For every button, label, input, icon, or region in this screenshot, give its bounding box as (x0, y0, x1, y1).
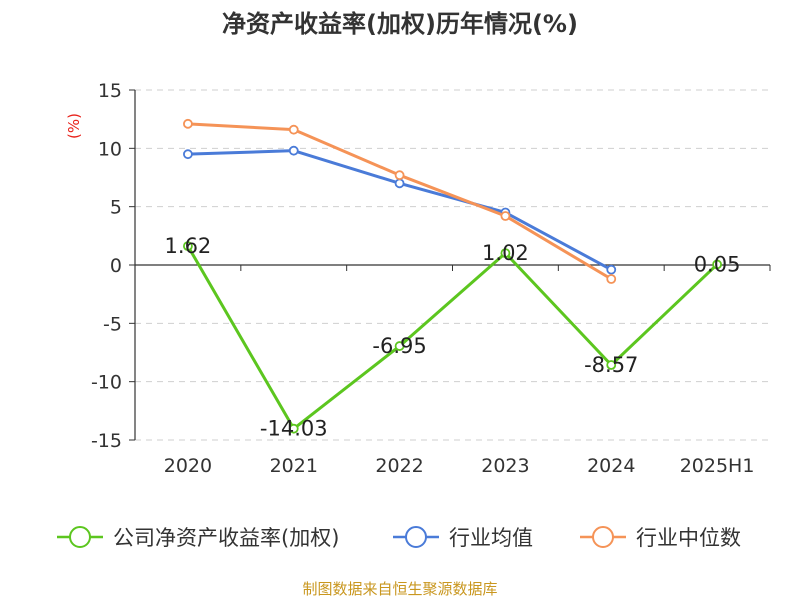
data-label: -14.03 (260, 417, 328, 441)
y-tick-label: 15 (98, 80, 122, 102)
data-point-2 (394, 170, 405, 181)
data-label: -6.95 (372, 334, 426, 358)
data-point-1 (394, 178, 405, 189)
y-tick-label: -10 (91, 372, 122, 394)
series-line-0 (186, 245, 719, 431)
axes (134, 90, 771, 440)
data-point-0 (500, 248, 511, 259)
series-line-2 (187, 122, 613, 281)
x-tick-label: 2021 (270, 455, 318, 477)
x-tick-label: 2025H1 (680, 455, 755, 477)
x-tick-labels: 2020 2021 2022 2023 2024 2025H1 (164, 455, 755, 477)
data-point-2 (606, 274, 617, 284)
chart-title: 净资产收益率(加权)历年情况(%) (222, 10, 578, 38)
legend-marker-1 (405, 526, 427, 548)
data-label: 0.05 (694, 252, 741, 276)
source-note: 制图数据来自恒生聚源数据库 (302, 580, 497, 598)
data-labels: 1.62 -14.03 -6.95 1.02 -8.57 0.05 (165, 234, 741, 441)
y-tick-label: -15 (91, 430, 122, 452)
x-tick-label: 2024 (587, 455, 635, 477)
data-label: -8.57 (584, 353, 638, 377)
data-point-2 (500, 211, 511, 221)
legend-label-0: 公司净资产收益率(加权) (113, 526, 339, 550)
data-point-2 (288, 124, 299, 135)
y-tick-label: 5 (110, 197, 122, 219)
x-tick-label: 2023 (481, 455, 529, 477)
legend-marker-2 (592, 526, 614, 548)
data-label: 1.62 (165, 234, 212, 258)
data-point-0 (288, 423, 299, 434)
grid-lines (129, 89, 770, 441)
legend-label-1: 行业均值 (449, 526, 533, 550)
series-lines (183, 118, 722, 434)
x-tick-label: 2022 (375, 455, 423, 477)
y-tick-labels: 15 10 5 0 -5 -10 -15 (91, 80, 122, 452)
data-point-0 (712, 259, 722, 270)
data-point-2 (183, 118, 193, 129)
data-point-1 (183, 149, 193, 160)
legend-label-2: 行业中位数 (636, 526, 741, 550)
y-tick-label: 10 (98, 138, 122, 160)
series-line-1 (187, 149, 612, 271)
y-tick-label: -5 (103, 313, 122, 335)
data-point-0 (183, 241, 193, 252)
data-point-1 (606, 264, 617, 275)
data-label: 1.02 (482, 241, 529, 265)
y-tick-label: 0 (110, 255, 122, 277)
x-tick-label: 2020 (164, 455, 212, 477)
y-axis-unit-label: (%) (65, 113, 83, 139)
data-point-0 (394, 341, 405, 351)
legend-marker-0 (69, 526, 91, 548)
legend: 公司净资产收益率(加权) 行业均值 行业中位数 (57, 526, 741, 550)
data-point-0 (606, 360, 617, 370)
data-point-1 (288, 145, 299, 156)
